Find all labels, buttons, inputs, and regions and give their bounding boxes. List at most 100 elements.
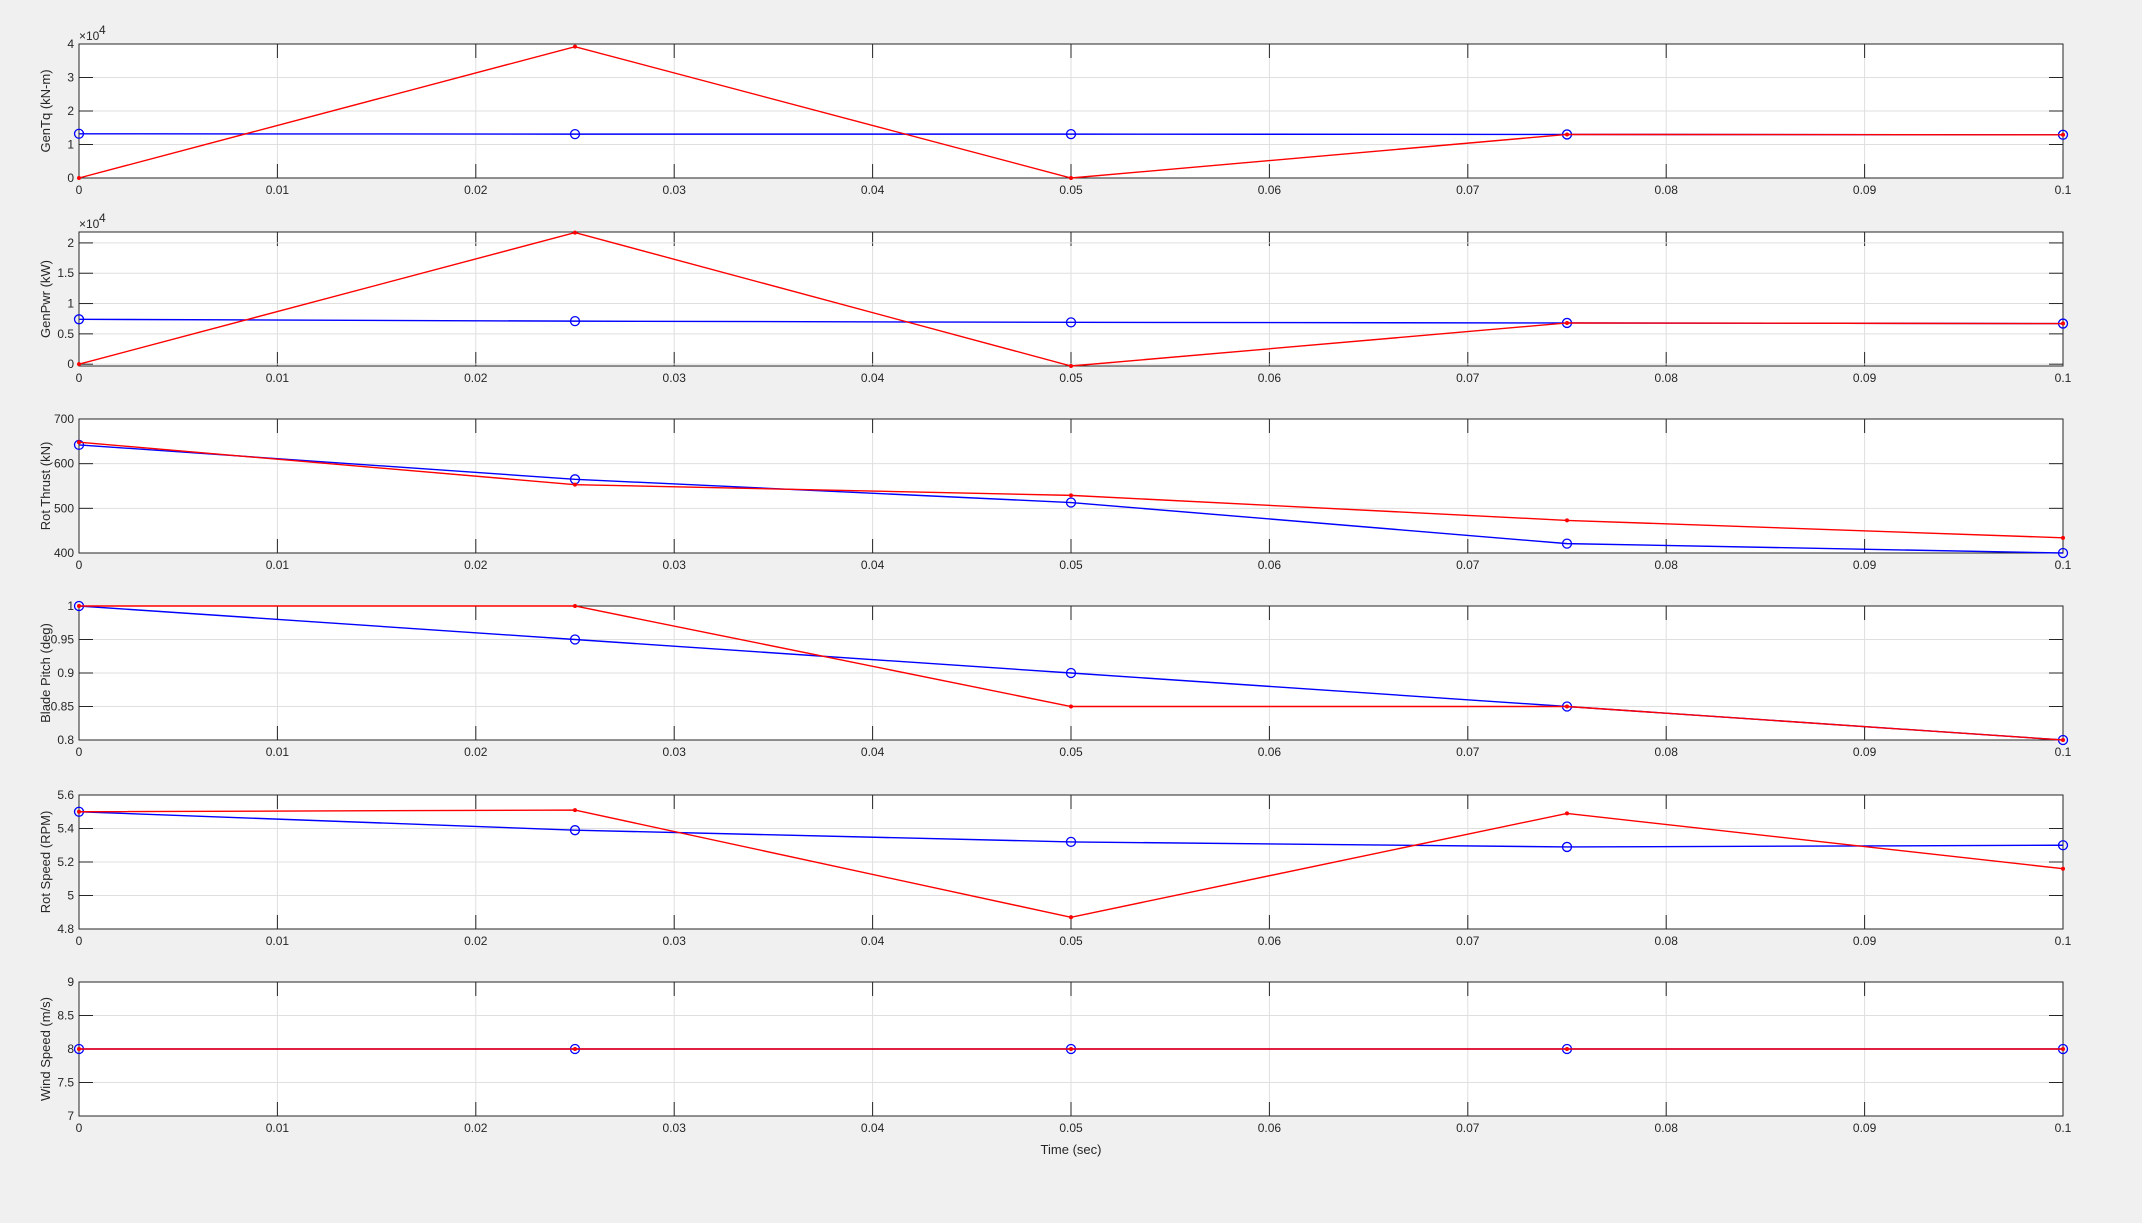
y-axis-label: Rot Thrust (kN) — [38, 442, 53, 531]
y-axis-label: Blade Pitch (deg) — [38, 623, 53, 723]
y-tick-label: 8.5 — [57, 1009, 74, 1023]
y-axis-label: Rot Speed (RPM) — [38, 811, 53, 914]
x-tick-label: 0.07 — [1456, 183, 1480, 197]
x-tick-label: 0.08 — [1655, 1121, 1679, 1135]
y-axis-label: Wind Speed (m/s) — [38, 997, 53, 1101]
data-point — [1561, 841, 1573, 853]
x-tick-label: 0.07 — [1456, 558, 1480, 572]
y-axis-label: GenTq (kN-m) — [38, 69, 53, 152]
y-tick-label: 400 — [54, 546, 74, 560]
x-tick-label: 0.03 — [663, 371, 687, 385]
axes-box — [78, 418, 2064, 554]
y-exponent: 4 — [99, 211, 106, 225]
y-tick-label: 4 — [67, 37, 74, 51]
y-tick-label: 500 — [54, 501, 74, 515]
data-point — [73, 314, 85, 325]
x-tick-label: 0 — [76, 1121, 83, 1135]
axes-box — [78, 605, 2064, 741]
x-tick-label: 0 — [76, 371, 83, 385]
data-point — [1069, 915, 1073, 920]
data-point — [2057, 547, 2069, 559]
data-point — [73, 128, 85, 139]
x-tick-label: 0.08 — [1655, 934, 1679, 948]
x-tick-label: 0.07 — [1456, 934, 1480, 948]
data-point — [77, 440, 81, 445]
x-tick-label: 0.08 — [1655, 371, 1679, 385]
x-tick-label: 0.02 — [464, 1121, 488, 1135]
y-tick-label: 600 — [54, 457, 74, 471]
data-point — [569, 634, 581, 645]
y-axis-label: GenPwr (kW) — [38, 260, 53, 338]
y-tick-label: 2 — [67, 104, 74, 118]
series-line — [78, 811, 2064, 848]
y-tick-label: 9 — [67, 975, 74, 989]
x-tick-label: 0.09 — [1853, 934, 1877, 948]
x-tick-label: 0.09 — [1853, 371, 1877, 385]
data-point — [1069, 1047, 1073, 1051]
data-point — [573, 482, 577, 487]
data-point — [1065, 836, 1077, 848]
x-tick-label: 0.02 — [464, 183, 488, 197]
y-tick-label: 3 — [67, 71, 74, 85]
x-tick-label: 0.07 — [1456, 745, 1480, 759]
x-tick-label: 0.01 — [266, 558, 290, 572]
x-tick-label: 0.04 — [861, 558, 885, 572]
data-point — [77, 809, 81, 814]
series-line — [78, 444, 2064, 554]
y-tick-label: 5.4 — [57, 822, 74, 836]
x-tick-label: 0.07 — [1456, 1121, 1480, 1135]
y-exponent: 4 — [99, 23, 106, 37]
x-tick-label: 0.01 — [266, 183, 290, 197]
x-tick-label: 0.1 — [2055, 558, 2072, 572]
x-tick-label: 0.04 — [861, 1121, 885, 1135]
y-tick-label: 0.5 — [57, 327, 74, 341]
subplot: 0 0.01 0.02 0.03 0.04 0.05 0.06 0.07 0.08 0.09 0.1… — [38, 788, 2072, 948]
data-point — [573, 230, 577, 235]
x-tick-label: 0.04 — [861, 934, 885, 948]
y-tick-label: 0 — [67, 171, 74, 185]
y-tick-label: 8 — [67, 1042, 74, 1056]
x-tick-label: 0.04 — [861, 371, 885, 385]
x-tick-label: 0.06 — [1258, 183, 1282, 197]
data-point — [573, 44, 577, 49]
x-tick-label: 0.02 — [464, 745, 488, 759]
data-point — [2061, 321, 2065, 326]
x-tick-label: 0.06 — [1258, 1121, 1282, 1135]
data-point — [569, 825, 581, 836]
x-tick-label: 0.06 — [1258, 745, 1282, 759]
subplot: 0 0.01 0.02 0.03 0.04 0.05 0.06 0.07 0.08 0.09 0.1… — [38, 599, 2072, 759]
y-tick-label: 1 — [67, 599, 74, 613]
data-point — [1565, 132, 1569, 137]
x-tick-label: 0.07 — [1456, 371, 1480, 385]
y-tick-label: 700 — [54, 412, 74, 426]
x-tick-label: 0.04 — [861, 183, 885, 197]
x-tick-label: 0.01 — [266, 371, 290, 385]
data-point — [573, 1047, 577, 1051]
x-tick-label: 0.03 — [663, 1121, 687, 1135]
data-point — [1565, 811, 1569, 816]
data-point — [2061, 738, 2065, 742]
y-multiplier: ×10 — [79, 217, 100, 231]
axes-box — [78, 794, 2064, 930]
x-tick-label: 0.1 — [2055, 934, 2072, 948]
x-tick-label: 0 — [76, 745, 83, 759]
y-tick-label: 1 — [67, 138, 74, 152]
data-point — [77, 604, 81, 608]
x-tick-label: 0.01 — [266, 934, 290, 948]
x-tick-label: 0.05 — [1059, 934, 1083, 948]
y-tick-label: 0.95 — [51, 633, 75, 647]
x-tick-label: 0.08 — [1655, 558, 1679, 572]
data-point — [2061, 132, 2065, 137]
data-point — [1069, 493, 1073, 498]
data-point — [1565, 320, 1569, 325]
x-tick-label: 0 — [76, 558, 83, 572]
x-tick-label: 0.05 — [1059, 371, 1083, 385]
y-tick-label: 0.9 — [57, 666, 74, 680]
y-tick-label: 7.5 — [57, 1076, 74, 1090]
y-tick-label: 5.2 — [57, 855, 74, 869]
x-tick-label: 0.01 — [266, 745, 290, 759]
x-tick-label: 0.1 — [2055, 371, 2072, 385]
y-tick-label: 0.85 — [51, 700, 75, 714]
